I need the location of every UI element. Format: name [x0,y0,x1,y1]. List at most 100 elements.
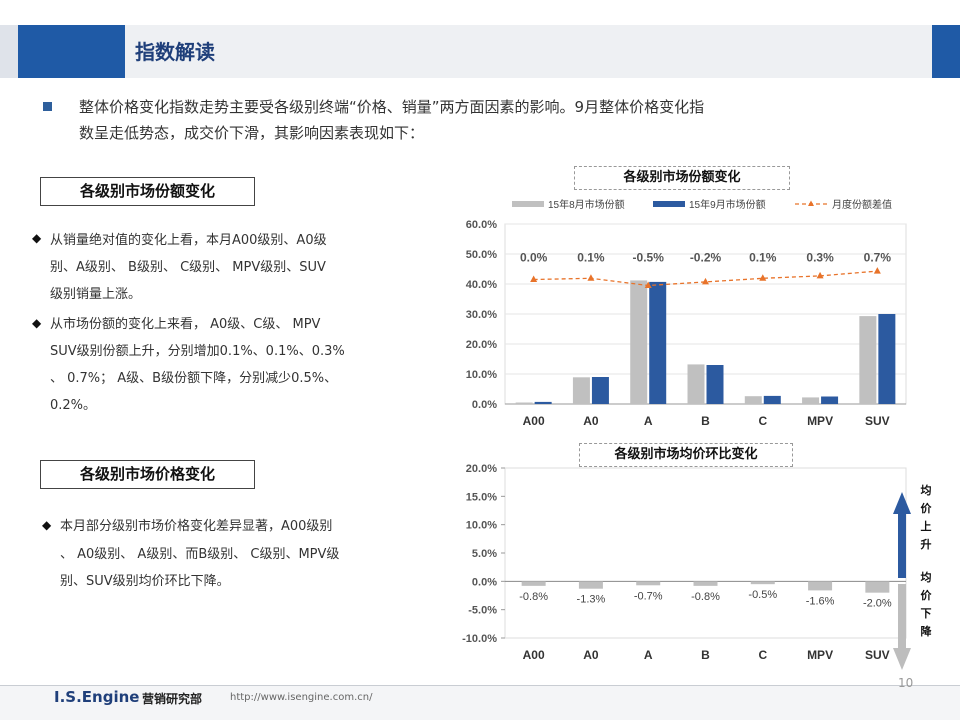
section-title-share: 各级别市场份额变化 [40,177,255,206]
share-bar-aug [744,396,762,404]
price-bar-label: -0.8% [519,591,548,603]
share-legend-label-diff: 月度份额差值 [832,198,892,211]
share-legend-swatch-sep [653,201,685,207]
price-up-char: 升 [920,538,932,551]
price-down-arrow-icon [893,584,911,670]
price-chart-title: 各级别市场均价环比变化 [579,443,793,467]
share-diff-label: 0.1% [749,251,777,265]
share-bullet2-line4: 0.2%。 [50,398,97,413]
share-bullet2-line1: 从市场份额的变化上来看， A0级、C级、 MPV [50,317,321,332]
share-x-tick-label: SUV [865,414,890,428]
price-down-char: 降 [920,625,932,638]
footer-url-link[interactable]: http://www.isengine.com.cn/ [230,692,373,703]
price-bullet1-line2: 、 A0级别、 A级别、而B级别、 C级别、MPV级 [60,547,340,562]
price-bar-label: -0.7% [634,590,663,602]
price-bar [636,581,661,586]
price-bar-label: -1.6% [806,595,835,607]
share-bar-sep [878,314,896,404]
share-bullet1-line1: 从销量绝对值的变化上看，本月A00级别、A0级 [50,233,327,248]
share-y-tick-label: 60.0% [466,219,497,231]
price-bar-label: -0.8% [691,591,720,603]
price-bar [808,581,833,591]
share-bar-sep [649,281,667,404]
share-bar-aug [515,402,533,404]
price-y-tick-label: 10.0% [466,520,497,532]
header-accent-left [0,25,18,78]
price-bar [865,581,890,593]
price-bullet1-line3: 别、SUV级别均价环比下降。 [60,574,230,589]
header-bar [0,25,960,78]
header-accent-right [932,25,960,78]
share-y-tick-label: 50.0% [466,249,497,261]
price-x-tick-label: SUV [865,648,890,662]
price-x-tick-label: A [644,648,653,662]
share-y-tick-label: 0.0% [472,399,497,411]
price-x-tick-label: B [701,648,710,662]
share-diff-marker [702,277,709,285]
price-bar [750,581,775,585]
price-bar-label: -2.0% [863,598,892,610]
price-y-tick-label: 20.0% [466,463,497,475]
page-number: 10 [898,676,914,690]
price-x-tick-label: A0 [583,648,599,662]
share-legend-swatch-aug [512,201,544,207]
share-legend-label-aug: 15年8月市场份额 [548,198,625,211]
share-x-tick-label: A [644,414,653,428]
price-x-tick-label: MPV [807,648,833,662]
share-diff-label: 0.7% [864,251,892,265]
share-diff-label: 0.1% [577,251,605,265]
share-diff-marker [587,274,595,281]
share-legend-marker-diff [808,200,814,206]
share-diff-label: -0.5% [633,251,665,265]
price-bar-label: -1.3% [577,594,606,606]
share-x-tick-label: A00 [523,414,545,428]
share-bar-sep [821,396,839,404]
share-diff-marker [530,275,538,282]
price-y-tick-label: 15.0% [466,491,497,503]
price-bar [693,581,718,586]
price-x-tick-label: C [758,648,767,662]
share-bullet2-line3: 、 0.7%； A级、B级份额下降，分别减少0.5%、 [50,371,338,386]
price-up-char: 上 [920,520,932,533]
price-up-arrow-icon [893,492,911,578]
header-accent-block [18,25,125,78]
price-bullet1-line1: 本月部分级别市场价格变化差异显著，A00级别 [60,519,333,534]
share-chart-title: 各级别市场份额变化 [574,166,790,190]
price-up-char: 均 [920,484,932,497]
price-up-label: 均价上升 [918,482,934,554]
diamond-bullet-icon: ◆ [42,518,52,532]
price-x-tick-label: A00 [523,648,545,662]
share-diff-marker [644,281,652,288]
share-x-tick-label: A0 [583,414,599,428]
footer-divider [0,685,960,686]
share-bar-aug [687,364,705,404]
price-down-char: 价 [920,589,932,602]
share-bar-aug [859,316,877,404]
section-title-price: 各级别市场价格变化 [40,460,255,489]
price-y-tick-label: 5.0% [472,548,497,560]
price-down-label: 均价下降 [918,569,934,641]
intro-line-1: 整体价格变化指数走势主要受各级别终端“价格、销量”两方面因素的影响。9月整体价格… [79,98,705,116]
price-bar [578,581,603,589]
share-x-tick-label: C [758,414,767,428]
share-bar-aug [630,280,648,404]
share-diff-marker [759,274,767,281]
share-y-tick-label: 10.0% [466,369,497,381]
share-bullet2-line2: SUV级别份额上升，分别增加0.1%、0.1%、0.3% [50,344,345,359]
diamond-bullet-icon: ◆ [32,231,42,245]
footer-band [0,686,960,720]
share-diff-label: 0.3% [806,251,834,265]
price-bar-label: -0.5% [748,589,777,601]
share-bar-sep [763,395,781,404]
share-diff-label: -0.2% [690,251,722,265]
price-down-char: 均 [920,571,932,584]
share-y-tick-label: 20.0% [466,339,497,351]
share-bar-sep [534,401,552,404]
price-y-tick-label: 0.0% [472,576,497,588]
share-bar-sep [591,377,609,404]
square-bullet-icon [43,102,52,111]
page-title: 指数解读 [135,40,215,64]
price-up-char: 价 [920,502,932,515]
share-bar-sep [706,365,724,404]
footer-department: 营销研究部 [142,692,203,706]
